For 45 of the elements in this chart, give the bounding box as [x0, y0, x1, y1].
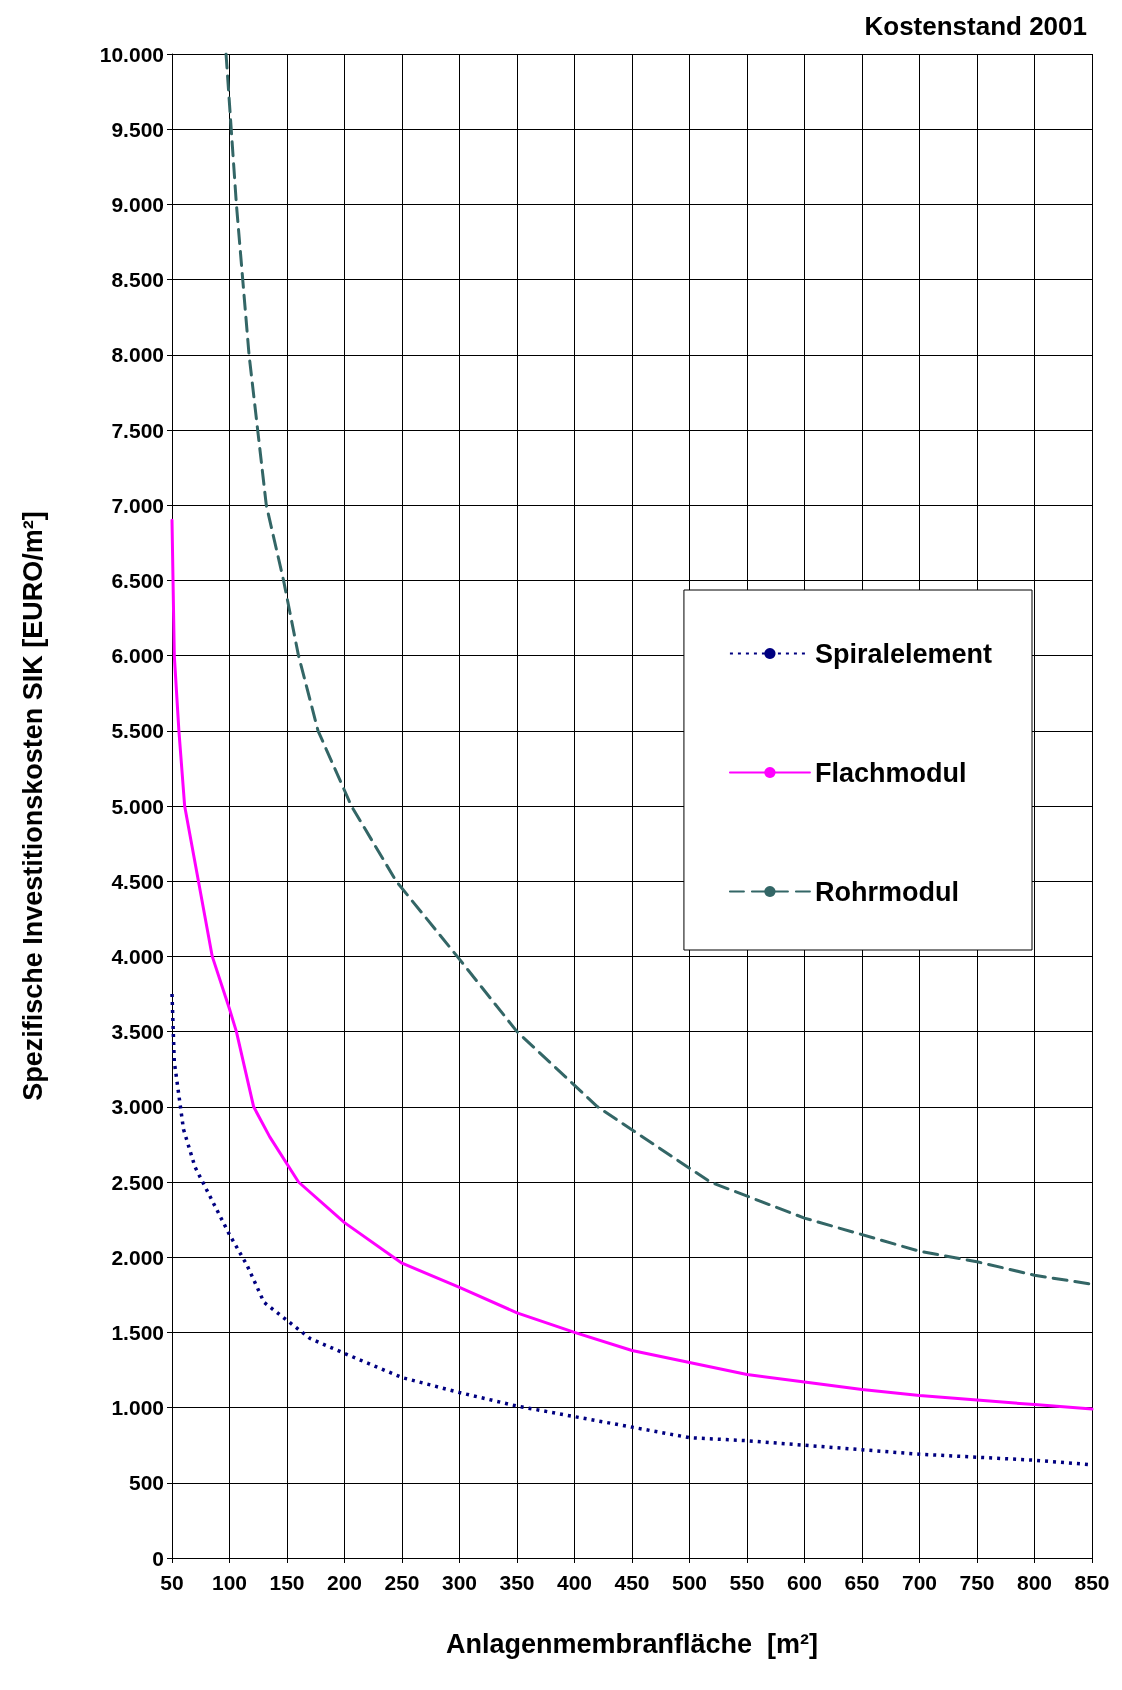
y-tick-label: 2.500	[111, 1170, 164, 1194]
x-tick-label: 350	[499, 1571, 535, 1594]
x-tick-label: 300	[441, 1571, 478, 1594]
line-series	[170, 518, 1094, 1411]
y-tick-label: 8.500	[111, 268, 164, 292]
chart-title: Kostenstand 2001	[864, 11, 1088, 41]
x-tick-label: 150	[269, 1571, 305, 1594]
x-tick-label: 50	[160, 1571, 184, 1594]
x-tick-label: 500	[671, 1571, 708, 1594]
y-tick-label: 5.500	[111, 719, 164, 743]
y-tick-label: 9.500	[111, 117, 164, 141]
y-tick-label: 0	[152, 1546, 164, 1570]
y-tick-label: 7.000	[111, 493, 164, 517]
y-tick-label: 6.500	[111, 568, 164, 592]
y-axis-title: Spezifische Investitionskosten SIK [EURO/m²]	[17, 511, 48, 1101]
x-tick-label: 200	[326, 1571, 363, 1594]
y-tick-label: 500	[128, 1471, 164, 1495]
x-tick-label: 100	[211, 1571, 248, 1594]
legend-label: Spiralelement	[814, 638, 993, 669]
legend-label: Rohrmodul	[814, 876, 959, 907]
y-tick-label: 1.000	[111, 1396, 164, 1420]
x-tick-label: 450	[614, 1571, 650, 1594]
x-tick-label: 800	[1016, 1571, 1053, 1594]
y-tick-label: 5.000	[111, 794, 164, 818]
y-tick-label: 10.000	[99, 42, 164, 66]
y-tick-label: 9.000	[111, 192, 164, 216]
x-tick-label: 550	[729, 1571, 765, 1594]
y-tick-label: 4.000	[111, 944, 164, 968]
y-tick-label: 6.000	[111, 644, 164, 668]
y-tick-label: 4.500	[111, 869, 164, 893]
y-tick-label: 2.000	[111, 1245, 164, 1269]
legend-label: Flachmodul	[814, 757, 967, 788]
x-tick-label: 600	[786, 1571, 823, 1594]
x-tick-label: 650	[844, 1571, 880, 1594]
x-tick-label: 400	[556, 1571, 593, 1594]
y-tick-label: 3.500	[111, 1020, 164, 1044]
x-tick-label: 750	[959, 1571, 995, 1594]
x-axis-title: Anlagenmembranfläche [m²]	[445, 1628, 819, 1659]
y-tick-label: 7.500	[111, 418, 164, 442]
y-tick-label: 1.500	[111, 1320, 164, 1344]
y-tick-label: 3.000	[111, 1095, 164, 1119]
x-tick-label: 850	[1074, 1571, 1110, 1594]
x-tick-label: 250	[384, 1571, 420, 1594]
y-tick-label: 8.000	[111, 343, 164, 367]
x-tick-label: 700	[901, 1571, 938, 1594]
